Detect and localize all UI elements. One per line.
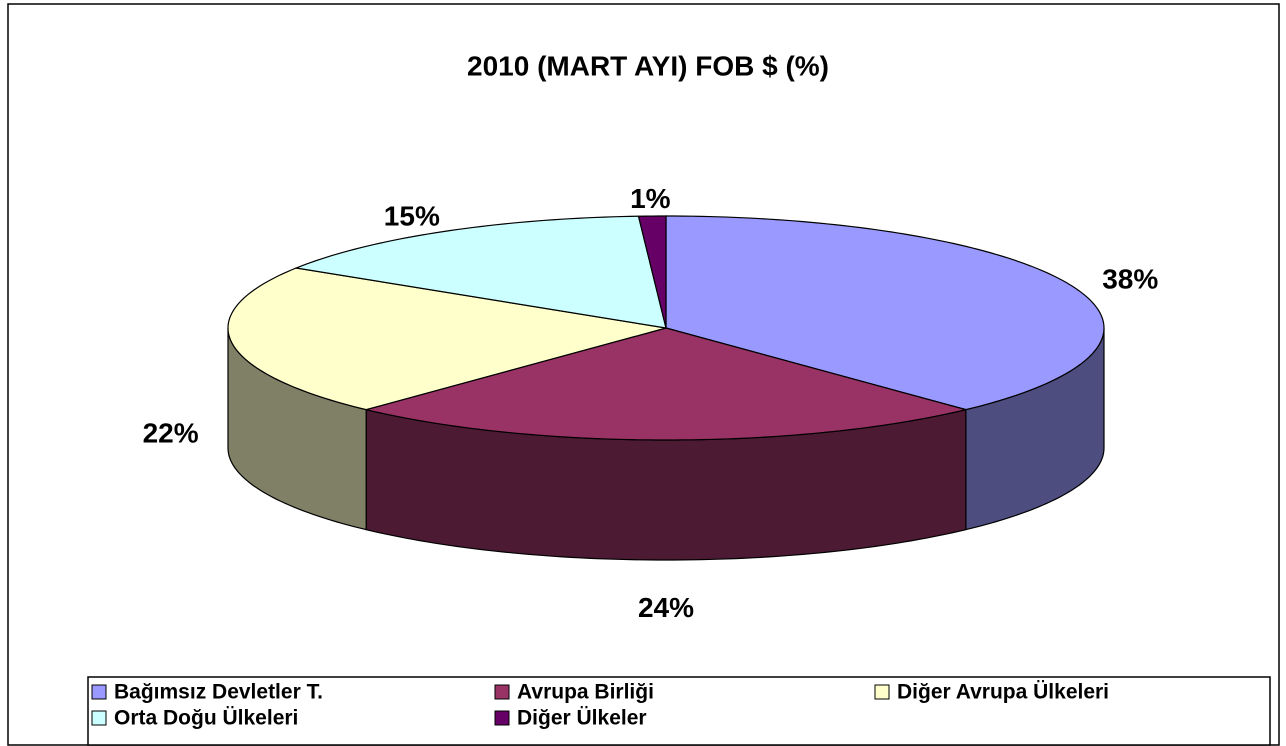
chart-title: 2010 (MART AYI) FOB $ (%) <box>467 50 829 81</box>
pie-slice <box>293 215 667 329</box>
legend-box <box>87 676 1271 746</box>
data-label: 22% <box>143 417 199 448</box>
legend-swatch <box>91 684 107 700</box>
legend-label: Avrupa Birliği <box>517 681 654 704</box>
legend-swatch <box>494 710 510 726</box>
legend-label: Orta Doğu Ülkeleri <box>114 707 298 730</box>
data-label: 24% <box>638 592 694 623</box>
legend-swatch <box>494 684 510 700</box>
pie-slice <box>366 327 966 441</box>
legend-label: Bağımsız Devletler T. <box>114 681 323 704</box>
pie-slice <box>637 215 667 329</box>
pie-slice <box>227 267 667 411</box>
legend-swatch <box>91 710 107 726</box>
data-label: 38% <box>1102 263 1158 294</box>
legend-swatch <box>874 684 890 700</box>
legend-label: Diğer Ülkeler <box>517 707 647 730</box>
legend-label: Diğer Avrupa Ülkeleri <box>897 681 1109 704</box>
data-label: 15% <box>384 200 440 231</box>
pie-slice <box>665 215 1105 411</box>
data-label: 1% <box>630 183 671 214</box>
